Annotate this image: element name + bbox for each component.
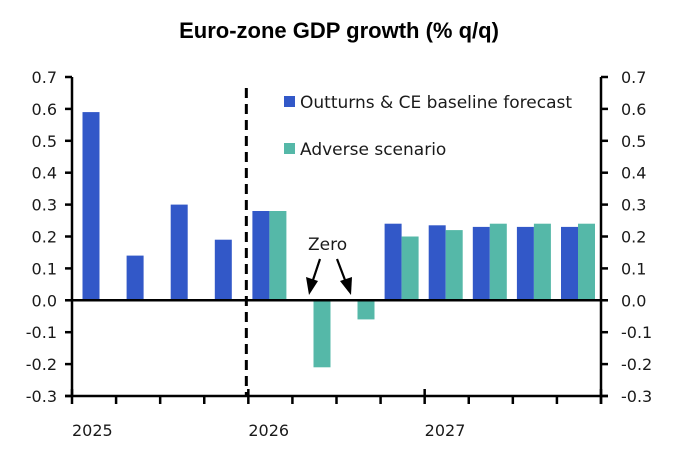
y-tick-label-right: -0.3 bbox=[621, 387, 652, 406]
x-year-label-2026: 2026 bbox=[248, 421, 289, 440]
bar-baseline-2027-q3 bbox=[516, 226, 534, 301]
y-tick-label-left: 0.4 bbox=[32, 164, 57, 183]
y-tick-label-left: 0.0 bbox=[32, 291, 57, 310]
bar-adverse-2027-q2 bbox=[489, 223, 507, 301]
y-tick-label-right: 0.5 bbox=[621, 132, 646, 151]
bar-baseline-2025-q4 bbox=[214, 239, 232, 301]
y-tick-label-right: 0.3 bbox=[621, 196, 646, 215]
y-tick-label-left: -0.2 bbox=[26, 355, 57, 374]
bar-adverse-2026-q4 bbox=[401, 236, 419, 301]
bar-baseline-2025-q1 bbox=[82, 112, 100, 301]
legend-label-baseline: Outturns & CE baseline forecast bbox=[300, 93, 572, 113]
y-axis-right-labels: 0.7 0.6 0.5 0.4 0.3 0.2 0.1 0.0 -0.1 -0.2 -0.3 bbox=[621, 68, 652, 406]
legend-swatch-baseline bbox=[284, 96, 295, 107]
bar-adverse-2026-q2 bbox=[313, 300, 331, 368]
y-tick-label-right: -0.1 bbox=[621, 323, 652, 342]
axes-layer bbox=[65, 75, 608, 404]
y-tick-label-left: -0.3 bbox=[26, 387, 57, 406]
zero-annotation-label: Zero bbox=[308, 235, 347, 255]
y-tick-label-right: 0.1 bbox=[621, 259, 646, 278]
bar-baseline-2027-q2 bbox=[472, 226, 490, 301]
y-tick-label-right: 0.0 bbox=[621, 291, 646, 310]
legend-label-adverse: Adverse scenario bbox=[300, 140, 446, 160]
chart-title: Euro-zone GDP growth (% q/q) bbox=[179, 18, 499, 43]
zero-arrow-right bbox=[335, 258, 352, 295]
legend-swatch-adverse bbox=[284, 143, 295, 154]
bar-adverse-2027-q1 bbox=[445, 230, 463, 301]
legend: Outturns & CE baseline forecast Adverse … bbox=[284, 93, 572, 160]
y-tick-label-right: 0.7 bbox=[621, 68, 646, 87]
bar-adverse-2026-q3 bbox=[357, 300, 375, 320]
y-tick-label-left: 0.3 bbox=[32, 196, 57, 215]
y-tick-label-left: 0.2 bbox=[32, 228, 57, 247]
y-tick-label-left: -0.1 bbox=[26, 323, 57, 342]
y-tick-label-right: 0.2 bbox=[621, 228, 646, 247]
bar-baseline-2027-q1 bbox=[428, 225, 446, 301]
y-tick-label-left: 0.5 bbox=[32, 132, 57, 151]
x-year-label-2025: 2025 bbox=[72, 421, 113, 440]
y-tick-label-left: 0.7 bbox=[32, 68, 57, 87]
y-tick-label-right: 0.6 bbox=[621, 100, 646, 119]
bars-layer bbox=[82, 112, 595, 368]
zero-annotation: Zero bbox=[306, 235, 352, 295]
y-tick-label-left: 0.6 bbox=[32, 100, 57, 119]
zero-arrow-left bbox=[306, 258, 322, 295]
x-axis-labels: 2025 2026 2027 bbox=[72, 421, 465, 440]
x-year-label-2027: 2027 bbox=[425, 421, 466, 440]
y-tick-label-right: -0.2 bbox=[621, 355, 652, 374]
bar-baseline-2026-q4 bbox=[384, 223, 402, 301]
bar-adverse-2027-q4 bbox=[578, 223, 595, 301]
y-axis-left-labels: 0.7 0.6 0.5 0.4 0.3 0.2 0.1 0.0 -0.1 -0.2 -0.3 bbox=[26, 68, 57, 406]
bar-baseline-2025-q2 bbox=[126, 255, 144, 301]
bar-adverse-2027-q3 bbox=[533, 223, 551, 301]
bar-adverse-2026-q1 bbox=[269, 211, 287, 301]
bar-baseline-2027-q4 bbox=[561, 226, 578, 301]
y-tick-label-right: 0.4 bbox=[621, 164, 646, 183]
y-tick-label-left: 0.1 bbox=[32, 259, 57, 278]
bar-baseline-2025-q3 bbox=[170, 204, 188, 301]
bar-baseline-2026-q1 bbox=[252, 211, 270, 301]
